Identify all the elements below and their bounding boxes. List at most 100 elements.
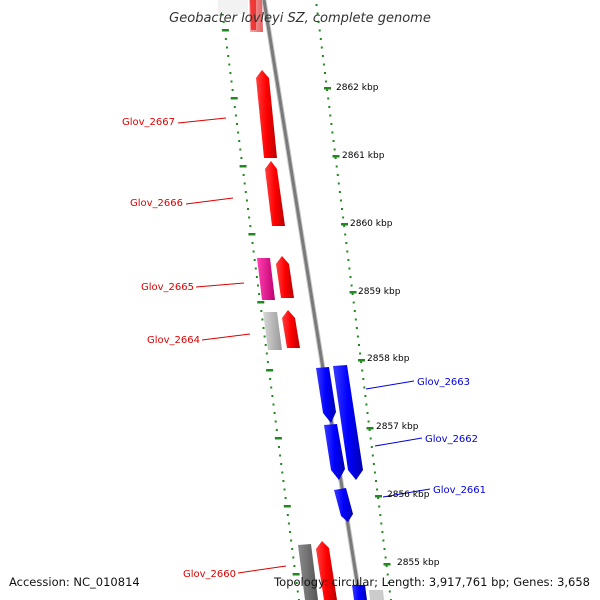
gene-glov-2663[interactable]	[316, 367, 336, 423]
gene-glov-2662[interactable]	[324, 424, 345, 480]
tick-dot	[349, 276, 352, 278]
gene-label-glov-2667[interactable]: Glov_2667	[122, 117, 175, 128]
gene-label-glov-2664[interactable]: Glov_2664	[147, 335, 200, 346]
tick-dot	[284, 497, 287, 499]
tick-major	[274, 437, 282, 440]
gene-glov-2666[interactable]	[265, 161, 285, 226]
tick-dot	[270, 386, 273, 389]
tick-major	[266, 369, 274, 372]
tick-dot	[367, 420, 370, 423]
tick-dot	[339, 199, 342, 202]
scale-label: 2858 kbp	[367, 354, 410, 364]
gene-glov-2660[interactable]	[316, 541, 337, 600]
gene-glov-2667[interactable]	[256, 70, 277, 158]
tick-dot	[341, 208, 343, 210]
gene-glov-2665[interactable]	[276, 256, 294, 298]
gene-label-glov-2662[interactable]: Glov_2662	[425, 434, 478, 445]
tick-dot	[355, 327, 358, 329]
tick-dot	[275, 429, 278, 431]
tick-major	[375, 495, 382, 498]
tick-dot	[245, 199, 248, 202]
tick-dot	[321, 55, 324, 57]
tick-dot	[372, 463, 375, 465]
gene-partial-top[interactable]	[249, 0, 263, 32]
tick-dot	[262, 327, 265, 329]
tick-dot	[271, 395, 274, 397]
tick-dot	[229, 72, 232, 74]
gene-label-glov-2663[interactable]: Glov_2663	[417, 377, 470, 388]
tick-dot	[384, 556, 387, 559]
tick-dot	[279, 454, 282, 457]
tick-dot	[230, 80, 233, 83]
tick-dot	[265, 352, 268, 355]
tick-dot	[233, 106, 236, 108]
tick-dot	[283, 488, 286, 491]
tick-dot	[280, 463, 283, 465]
gene-glov-2664[interactable]	[282, 310, 300, 348]
tick-major	[332, 155, 340, 158]
tick-dot	[330, 123, 333, 125]
genome-stats: Topology: circular; Length: 3,917,761 bp…	[273, 575, 590, 589]
tick-dot	[373, 471, 376, 474]
tick-dot	[335, 165, 338, 168]
tick-dot	[336, 174, 339, 176]
gene-glov-2664-pseudo[interactable]	[263, 312, 282, 350]
tick-dot	[237, 131, 240, 134]
tick-major	[324, 87, 331, 90]
tick-dot	[376, 488, 379, 491]
tick-dot	[291, 548, 294, 550]
gene-bottom-gray[interactable]	[369, 590, 384, 600]
tick-dot	[273, 412, 276, 414]
gene-label-glov-2665[interactable]: Glov_2665	[141, 282, 194, 293]
tick-major	[239, 165, 247, 168]
tick-dot	[383, 548, 386, 550]
tick-dot	[260, 310, 263, 312]
tick-dot	[247, 208, 249, 210]
tick-dot	[328, 106, 331, 108]
tick-dot	[251, 242, 254, 244]
tick-dot	[281, 471, 284, 474]
tick-dot	[261, 318, 264, 321]
tick-dot	[378, 505, 381, 508]
tick-dot	[295, 582, 298, 584]
gene-bottom-blue[interactable]	[352, 585, 367, 600]
gene-label-glov-2660[interactable]: Glov_2660	[183, 569, 236, 580]
tick-major	[257, 301, 265, 304]
tick-dot	[379, 514, 382, 516]
tick-dot	[242, 174, 245, 176]
gene-label-glov-2666[interactable]: Glov_2666	[130, 198, 183, 209]
tick-dot	[254, 267, 257, 270]
gene-glov-2660-pseudo[interactable]	[298, 544, 318, 600]
gene-glov-2665-pink[interactable]	[257, 258, 275, 300]
tick-dot	[289, 531, 291, 533]
scale-label: 2861 kbp	[342, 151, 385, 161]
tick-dot	[375, 480, 377, 482]
tick-dot	[348, 267, 351, 270]
tick-dot	[377, 497, 380, 499]
tick-dot	[243, 182, 246, 185]
gene-label-glov-2661[interactable]: Glov_2661	[433, 485, 486, 496]
tick-dot	[293, 565, 296, 567]
tick-dot	[338, 191, 341, 193]
tick-major	[283, 505, 291, 508]
tick-dot	[364, 395, 367, 397]
tick-dot	[346, 250, 349, 253]
tick-dot	[352, 301, 355, 304]
tick-dot	[269, 378, 272, 380]
tick-dot	[332, 140, 335, 142]
tick-dot	[290, 539, 293, 542]
scale-label: 2856 kbp	[387, 490, 430, 500]
gene-glov-2661[interactable]	[334, 488, 353, 522]
tick-dot	[353, 310, 356, 312]
tick-dot	[369, 437, 372, 440]
tick-dot	[362, 378, 365, 380]
gene-glov-2663-b[interactable]	[333, 365, 363, 480]
tick-dot	[278, 446, 280, 448]
tick-dot	[234, 114, 237, 117]
scale-label: 2857 kbp	[376, 422, 419, 432]
tick-dot	[345, 242, 348, 244]
tick-dot	[371, 454, 374, 457]
tick-dot	[361, 369, 364, 372]
